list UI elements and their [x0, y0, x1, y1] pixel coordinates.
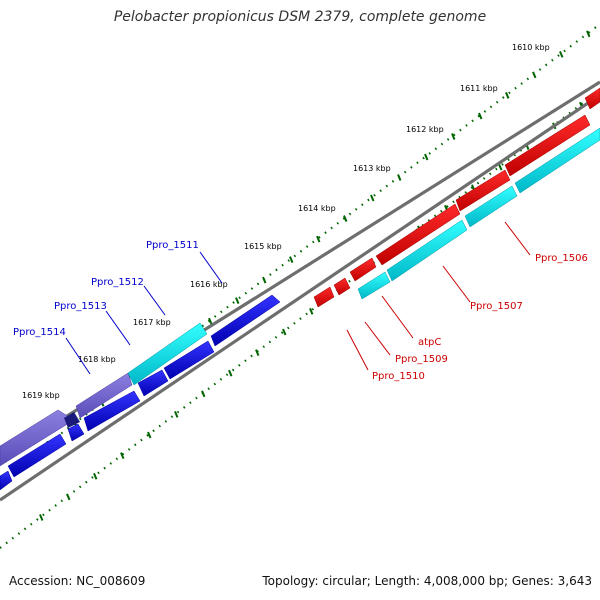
gene-label-ppro-1509[interactable]: Ppro_1509	[395, 354, 448, 365]
inner-major-tick	[66, 493, 71, 501]
outer-major-tick	[370, 194, 375, 202]
outer-major-tick	[343, 215, 348, 222]
feature-ppro-1513	[75, 372, 133, 419]
feature-reverse-cds-1	[504, 114, 591, 177]
gene-label-ppro-1514[interactable]: Ppro_1514	[13, 327, 66, 338]
feature-ppro-1514	[0, 409, 75, 467]
genome-backbone	[0, 80, 600, 502]
inner-major-tick	[39, 514, 44, 521]
outer-major-tick	[505, 92, 510, 99]
feature-reverse-cyan-3	[514, 127, 600, 194]
tick-label: 1619 kbp	[22, 391, 60, 400]
tick-label: 1613 kbp	[353, 164, 391, 173]
feature-forward-edge	[0, 470, 13, 491]
tick-label: 1617 kbp	[133, 318, 171, 327]
feature-reverse-cyan-2	[464, 185, 518, 228]
inner-major-tick	[228, 369, 233, 377]
outer-major-tick	[451, 133, 456, 140]
tick-label: 1610 kbp	[512, 43, 550, 52]
inner-tick-dots	[0, 89, 600, 549]
feature-ppro-1507	[375, 203, 461, 266]
tick-label: 1611 kbp	[460, 84, 498, 93]
outer-major-ticks	[19, 30, 591, 469]
inner-major-tick	[255, 349, 260, 356]
inner-major-tick	[282, 328, 287, 336]
forward-strand-features	[0, 294, 281, 491]
outer-major-tick	[586, 30, 591, 38]
inner-major-tick	[174, 411, 179, 418]
genome-summary: Topology: circular; Length: 4,008,000 bp…	[262, 574, 592, 588]
tick-label: 1616 kbp	[190, 280, 228, 289]
gene-leader-lines	[65, 221, 531, 375]
feature-reverse-edge	[584, 87, 600, 110]
gene-label-atpc[interactable]: atpC	[418, 337, 441, 348]
accession-label: Accession: NC_008609	[9, 574, 146, 588]
inner-major-tick	[201, 390, 206, 398]
gene-label-ppro-1506[interactable]: Ppro_1506	[535, 253, 588, 264]
tick-label: 1612 kbp	[406, 125, 444, 134]
feature-forward-cds-1	[7, 433, 67, 478]
feature-ppro-1509	[349, 257, 377, 282]
feature-forward-cds-5	[163, 340, 215, 380]
tick-label: 1618 kbp	[78, 355, 116, 364]
gene-label-ppro-1507[interactable]: Ppro_1507	[470, 301, 523, 312]
feature-reverse-cyan-1	[386, 219, 468, 282]
map-title: Pelobacter propionicus DSM 2379, complet…	[113, 9, 487, 25]
outer-major-tick	[424, 153, 429, 161]
tick-labels: 1610 kbp 1611 kbp 1612 kbp 1613 kbp 1614 kbp…	[22, 43, 550, 400]
outer-major-tick	[289, 256, 294, 263]
outer-major-tick	[316, 235, 321, 243]
feature-forward-cds-2	[67, 423, 85, 442]
feature-ppro-1511	[210, 294, 281, 347]
inner-major-tick	[309, 307, 314, 315]
gene-label-ppro-1513[interactable]: Ppro_1513	[54, 301, 107, 312]
inner-major-tick	[147, 431, 152, 439]
feature-forward-cds-3	[83, 390, 141, 432]
feature-ppro-1506	[455, 169, 511, 212]
tick-label: 1615 kbp	[244, 242, 282, 251]
outer-major-tick	[262, 276, 267, 284]
outer-major-tick	[478, 112, 483, 120]
gene-labels: Ppro_1511 Ppro_1512 Ppro_1513 Ppro_1514 …	[13, 240, 588, 382]
outer-major-tick	[208, 317, 213, 325]
outer-major-tick	[397, 174, 402, 181]
inner-major-ticks	[39, 101, 584, 521]
feature-ppro-1510	[313, 286, 335, 308]
outer-major-tick	[235, 297, 240, 305]
backbone-lower	[0, 93, 600, 502]
feature-forward-small	[64, 412, 80, 428]
gene-label-ppro-1512[interactable]: Ppro_1512	[91, 277, 144, 288]
inner-tick-ring	[0, 89, 600, 549]
outer-major-tick	[532, 71, 537, 79]
gene-label-ppro-1511[interactable]: Ppro_1511	[146, 240, 199, 251]
outer-major-tick	[559, 51, 564, 58]
inner-major-tick	[498, 163, 503, 171]
inner-major-tick	[120, 452, 125, 460]
feature-ppro-1510b	[333, 277, 351, 296]
tick-label: 1614 kbp	[298, 204, 336, 213]
reverse-strand-features	[313, 87, 600, 308]
inner-major-tick	[93, 472, 98, 480]
feature-ppro-1512	[127, 322, 208, 386]
feature-forward-cds-4	[137, 369, 169, 397]
gene-label-ppro-1510[interactable]: Ppro_1510	[372, 371, 425, 382]
feature-atpc	[357, 271, 391, 300]
